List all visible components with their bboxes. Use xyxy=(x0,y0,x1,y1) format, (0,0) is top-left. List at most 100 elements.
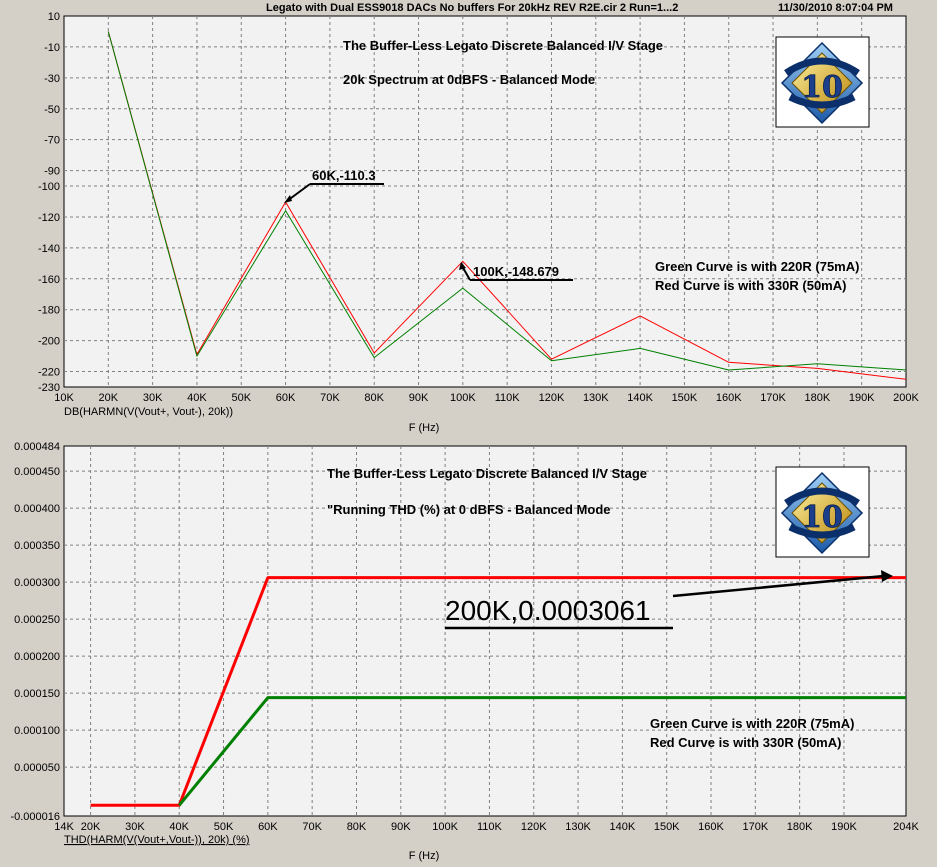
thd-y-ticks: 0.000484 0.000450 0.000400 0.000350 0.000300… xyxy=(10,441,60,823)
y-tick-label: 10 xyxy=(48,11,60,23)
annotation-200k: 200K,0.0003061 xyxy=(445,570,893,630)
spectrum-x-axis-label: F (Hz) xyxy=(409,422,440,434)
x-tick-label: 100K xyxy=(450,392,476,404)
series-green-line xyxy=(178,696,906,807)
x-tick-label: 50K xyxy=(214,821,234,833)
y-tick-label: -50 xyxy=(44,104,60,116)
thd-x-axis-label: F (Hz) xyxy=(409,850,440,862)
x-tick-label: 180K xyxy=(787,821,813,833)
spectrum-y-ticks: 10 -10 -30 -50 -70 -90 -100 -120 -140 -160 -180 -20… xyxy=(38,11,60,394)
spectrum-legend-green: Green Curve is with 220R (75mA) xyxy=(655,259,859,274)
x-tick-label: 204K xyxy=(893,821,919,833)
y-tick-label: -230 xyxy=(38,382,60,394)
y-tick-label: -220 xyxy=(38,367,60,379)
y-tick-label: -200 xyxy=(38,336,60,348)
x-tick-label: 170K xyxy=(760,392,786,404)
x-tick-label: 120K xyxy=(521,821,547,833)
x-tick-label: 14K xyxy=(54,821,74,833)
x-tick-label: 150K xyxy=(672,392,698,404)
thd-title-line2: "Running THD (%) at 0 dBFS - Balanced Mo… xyxy=(327,502,611,517)
annotation-100k-arrowhead xyxy=(459,262,466,270)
thd-legend-red: Red Curve is with 330R (50mA) xyxy=(650,735,841,750)
x-tick-label: 80K xyxy=(364,392,384,404)
x-tick-label: 40K xyxy=(187,392,207,404)
timestamp: 11/30/2010 8:07:04 PM xyxy=(778,2,893,14)
thd-legend-green: Green Curve is with 220R (75mA) xyxy=(650,716,854,731)
y-tick-label: 0.000350 xyxy=(14,540,60,552)
spectrum-title-line2: 20k Spectrum at 0dBFS - Balanced Mode xyxy=(343,72,595,87)
x-tick-label: 140K xyxy=(610,821,636,833)
x-tick-label: 170K xyxy=(742,821,768,833)
x-tick-label: 20K xyxy=(99,392,119,404)
y-tick-label: -30 xyxy=(44,73,60,85)
y-tick-label: -70 xyxy=(44,135,60,147)
y-tick-label: 0.000100 xyxy=(14,725,60,737)
spectrum-series xyxy=(107,31,907,380)
annotation-60k-label: 60K,-110.3 xyxy=(312,168,376,183)
thd-x-ticks: 14K 20K 30K 40K 50K 60K 70K 80K 90K 100K 110K 120K 1… xyxy=(54,821,919,833)
thd-grid xyxy=(64,446,906,816)
x-tick-label: 140K xyxy=(627,392,653,404)
spectrum-title-line1: The Buffer-Less Legato Discrete Balanced… xyxy=(343,38,663,53)
y-tick-label: -140 xyxy=(38,243,60,255)
y-tick-label: 0.000200 xyxy=(14,651,60,663)
x-tick-label: 130K xyxy=(565,821,591,833)
y-tick-label: 0.000484 xyxy=(14,441,60,453)
x-tick-label: 50K xyxy=(231,392,251,404)
x-tick-label: 70K xyxy=(320,392,340,404)
x-tick-label: 150K xyxy=(654,821,680,833)
y-tick-label: 0.000250 xyxy=(14,614,60,626)
thd-y-axis-label: THD(HARM(V(Vout+,Vout-)), 20k) (%) xyxy=(64,834,250,846)
x-tick-label: 30K xyxy=(143,392,163,404)
thd-series xyxy=(90,576,906,807)
x-tick-label: 110K xyxy=(495,392,521,404)
series-red-line xyxy=(107,31,907,380)
series-red-line xyxy=(90,576,906,807)
spectrum-x-ticks: 10K 20K 30K 40K 50K 60K 70K 80K 90K 100K 110K 120K 1… xyxy=(54,392,919,404)
y-tick-label: -160 xyxy=(38,274,60,286)
annotation-60k-arrowhead xyxy=(284,195,292,203)
x-tick-label: 90K xyxy=(409,392,429,404)
x-tick-label: 60K xyxy=(258,821,278,833)
annotation-100k-label: 100K,-148.679 xyxy=(473,264,559,279)
x-tick-label: 90K xyxy=(391,821,411,833)
x-tick-label: 190K xyxy=(831,821,857,833)
y-tick-label: -120 xyxy=(38,212,60,224)
annotation-200k-label: 200K,0.0003061 xyxy=(445,595,651,626)
thd-title-line1: The Buffer-Less Legato Discrete Balanced… xyxy=(327,466,647,481)
x-tick-label: 110K xyxy=(477,821,503,833)
x-tick-label: 190K xyxy=(849,392,875,404)
spectrum-y-axis-label: DB(HARMN(V(Vout+, Vout-), 20k)) xyxy=(64,406,233,418)
y-tick-label: -10 xyxy=(44,42,60,54)
microcap-logo-2 xyxy=(776,467,869,557)
y-tick-label: 0.000400 xyxy=(14,503,60,515)
x-tick-label: 120K xyxy=(539,392,565,404)
x-tick-label: 70K xyxy=(302,821,322,833)
x-tick-label: 100K xyxy=(432,821,458,833)
x-tick-label: 80K xyxy=(347,821,367,833)
annotation-60k: 60K,-110.3 xyxy=(284,168,384,203)
spectrum-chart: 10K 20K 30K 40K 50K 60K 70K 80K 90K 100K 110K 120K 1… xyxy=(38,11,920,434)
y-tick-label: 0.000150 xyxy=(14,688,60,700)
y-tick-label: -180 xyxy=(38,305,60,317)
annotation-200k-leader xyxy=(672,574,885,598)
y-tick-label: -0.000016 xyxy=(10,811,60,823)
x-tick-label: 160K xyxy=(698,821,724,833)
thd-chart: 14K 20K 30K 40K 50K 60K 70K 80K 90K 100K 110K 120K 1… xyxy=(10,441,919,862)
x-tick-label: 30K xyxy=(125,821,145,833)
x-tick-label: 130K xyxy=(583,392,609,404)
x-tick-label: 20K xyxy=(81,821,101,833)
annotation-100k: 100K,-148.679 xyxy=(459,262,573,281)
y-tick-label: 0.000050 xyxy=(14,762,60,774)
x-tick-label: 40K xyxy=(169,821,189,833)
x-tick-label: 160K xyxy=(716,392,742,404)
x-tick-label: 180K xyxy=(805,392,831,404)
series-green-line xyxy=(107,31,907,371)
x-tick-label: 60K xyxy=(276,392,296,404)
x-tick-label: 200K xyxy=(893,392,919,404)
window-title: Legato with Dual ESS9018 DACs No buffers… xyxy=(266,2,678,14)
x-tick-label: 10K xyxy=(54,392,74,404)
spectrum-legend-red: Red Curve is with 330R (50mA) xyxy=(655,278,846,293)
y-tick-label: -90 xyxy=(44,166,60,178)
